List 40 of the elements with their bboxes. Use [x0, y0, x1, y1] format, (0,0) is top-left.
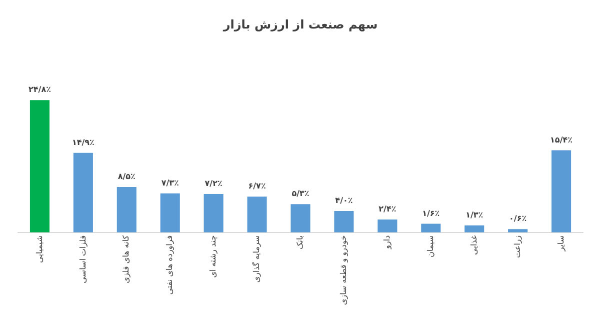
bar	[508, 229, 528, 232]
x-tick-label: فلزات اساسی	[78, 235, 88, 284]
data-label: ۱/۶٪	[422, 208, 440, 218]
x-tick-label: فراورده های نفتی	[165, 235, 174, 295]
x-tick-label: چند رشته ای	[208, 235, 218, 278]
data-label: ۱/۳٪	[466, 210, 484, 220]
x-tick-label: غذایی	[469, 235, 478, 255]
x-tick-label: کانه های فلزی	[122, 235, 131, 284]
x-tick-label: زراعت	[512, 235, 522, 258]
x-tick-label: بانک	[296, 235, 305, 250]
data-label: ۲۴/۸٪	[28, 85, 52, 94]
data-label: ۶/۷٪	[248, 182, 266, 191]
data-label: ۷/۳٪	[161, 178, 180, 188]
x-tick-label: دارو	[382, 234, 392, 250]
data-label: ۷/۲٪	[204, 179, 222, 188]
bar	[464, 225, 484, 232]
x-tick-label: سایر	[556, 235, 566, 252]
chart-title: سهم صنعت از ارزش بازار	[222, 17, 378, 32]
bar	[290, 204, 310, 232]
bar	[421, 224, 441, 232]
bar	[116, 187, 136, 232]
x-tick-label: خودرو و قطعه سازی	[339, 235, 348, 306]
x-tick-label: سرمایه گذاری	[251, 235, 262, 283]
data-label: ۴/۰٪	[335, 196, 353, 206]
bar	[334, 211, 354, 232]
x-tick-label: شیمیایی	[34, 235, 44, 263]
data-label: ۲/۴٪	[378, 204, 396, 214]
bar	[160, 193, 180, 232]
data-label: ۸/۵٪	[118, 172, 136, 182]
data-label: ۵/۳٪	[292, 189, 310, 198]
data-label: ۰/۶٪	[509, 214, 527, 224]
data-label: ۱۵/۴٪	[550, 135, 573, 144]
bar	[247, 196, 267, 232]
bar	[73, 152, 93, 232]
bar	[378, 220, 398, 232]
bar	[30, 100, 50, 232]
bar	[204, 194, 224, 232]
bar	[551, 150, 572, 232]
x-tick-label: سیمان	[426, 235, 435, 258]
data-label: ۱۴/۹٪	[72, 138, 95, 147]
